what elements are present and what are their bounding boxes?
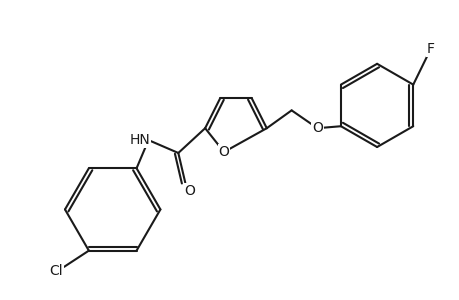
- Text: O: O: [311, 121, 322, 135]
- Text: Cl: Cl: [49, 264, 63, 278]
- Text: O: O: [184, 184, 194, 198]
- Text: O: O: [218, 145, 229, 159]
- Text: HN: HN: [129, 133, 150, 147]
- Text: F: F: [426, 42, 434, 56]
